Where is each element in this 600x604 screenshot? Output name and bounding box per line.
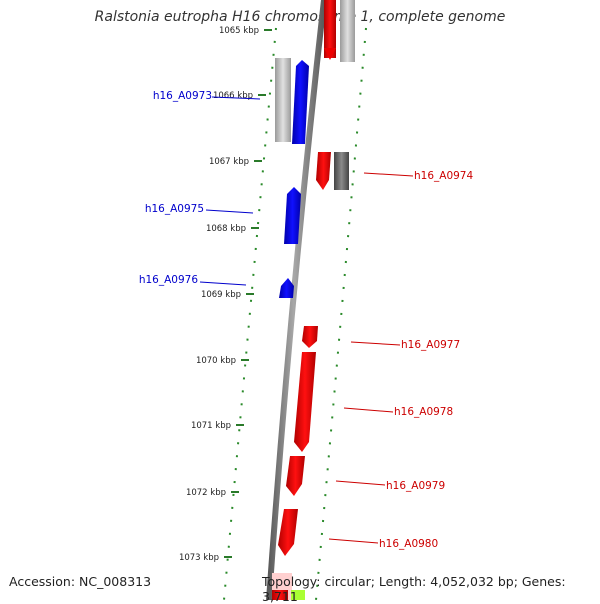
gene-label-group[interactable]: h16_A0979 (335, 480, 445, 492)
chromosome-backbone (266, 0, 327, 600)
kbp-tick: 1068 kbp (206, 224, 259, 234)
gene-label[interactable]: h16_A0977 (401, 339, 460, 351)
kbp-tick-label: 1065 kbp (219, 26, 259, 36)
gene-label-group[interactable]: h16_A0974 (363, 170, 473, 182)
gene-label-group[interactable]: h16_A0975 (145, 203, 254, 215)
gene-leader-line (328, 538, 379, 544)
gene-shape[interactable] (286, 456, 305, 496)
gene-leader-line (335, 480, 386, 486)
map-title: Ralstonia eutropha H16 chromosome 1, com… (94, 9, 506, 25)
labels-layer: h16_A0973 h16_A0974 h16_A0975 h16_A0976 h16_… (139, 90, 474, 550)
gene-leader-line (350, 341, 401, 346)
gene-leader-line (343, 407, 394, 413)
kbp-tick-label: 1069 kbp (201, 290, 241, 300)
gene-shape[interactable] (291, 590, 305, 600)
gene-label[interactable]: h16_A0975 (145, 203, 204, 215)
kbp-tick: 1072 kbp (186, 488, 239, 498)
kbp-tick-label: 1071 kbp (191, 421, 231, 431)
gene-shape[interactable] (292, 60, 309, 144)
gene-shape[interactable] (324, 48, 336, 60)
gene-label[interactable]: h16_A0980 (379, 538, 438, 550)
ticks-layer: 1065 kbp 1066 kbp 1067 kbp 1068 kbp 1069 kbp… (179, 26, 272, 563)
gene-shape[interactable] (278, 509, 298, 556)
kbp-tick-label: 1066 kbp (213, 91, 253, 101)
kbp-tick-label: 1072 kbp (186, 488, 226, 498)
gene-leader-line (199, 281, 247, 286)
gene-shape[interactable] (294, 352, 316, 452)
gene-shape[interactable] (334, 152, 349, 190)
kbp-tick: 1066 kbp (213, 91, 266, 101)
gene-leader-line (205, 209, 254, 214)
kbp-tick: 1067 kbp (209, 157, 262, 167)
gene-shape[interactable] (272, 590, 288, 600)
gene-leader-line (363, 172, 414, 177)
gene-label[interactable]: h16_A0976 (139, 274, 198, 286)
gene-shape[interactable] (340, 0, 355, 62)
gene-label-group[interactable]: h16_A0978 (343, 406, 453, 418)
kbp-tick: 1070 kbp (196, 356, 249, 366)
right-dotted-track (315, 27, 367, 600)
kbp-tick-label: 1067 kbp (209, 157, 249, 167)
gene-label-group[interactable]: h16_A0976 (139, 274, 247, 286)
gene-shape[interactable] (275, 58, 291, 142)
accession-label: Accession: NC_008313 (9, 574, 152, 589)
kbp-tick: 1069 kbp (201, 290, 254, 300)
gene-label[interactable]: h16_A0979 (386, 480, 445, 492)
kbp-tick: 1065 kbp (219, 26, 272, 36)
gene-label-group[interactable]: h16_A0980 (328, 538, 438, 550)
kbp-tick: 1073 kbp (179, 553, 232, 563)
gene-shape[interactable] (284, 187, 301, 244)
gene-label-group[interactable]: h16_A0973 (153, 90, 261, 102)
gene-label[interactable]: h16_A0978 (394, 406, 453, 418)
gene-label-group[interactable]: h16_A0977 (350, 339, 460, 351)
kbp-tick-label: 1070 kbp (196, 356, 236, 366)
gene-shape[interactable] (316, 152, 331, 190)
gene-shape[interactable] (324, 0, 336, 58)
gene-label[interactable]: h16_A0973 (153, 90, 212, 102)
kbp-tick: 1071 kbp (191, 421, 244, 431)
gene-shape[interactable] (279, 278, 294, 298)
gene-leader-line (211, 96, 261, 100)
gene-label[interactable]: h16_A0974 (414, 170, 473, 182)
gene-shape[interactable] (302, 326, 318, 348)
left-dotted-track (223, 27, 277, 600)
kbp-tick-label: 1073 kbp (179, 553, 219, 563)
kbp-tick-label: 1068 kbp (206, 224, 246, 234)
